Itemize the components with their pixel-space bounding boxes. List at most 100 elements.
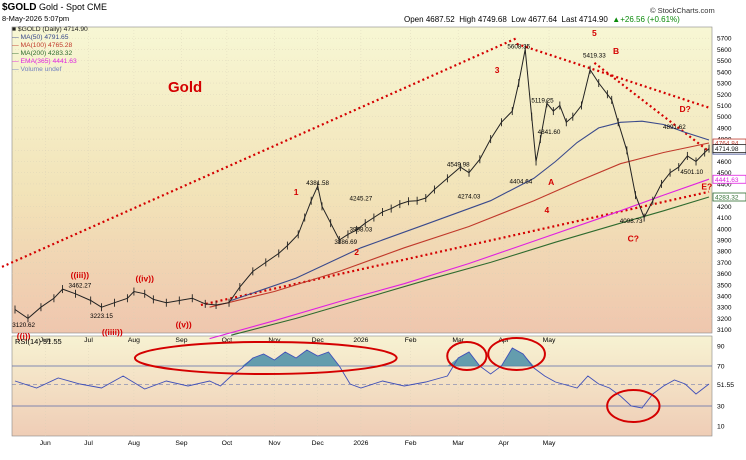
rsi-highlight-ellipse [446,341,488,371]
y-tick-label: 5000 [717,114,732,121]
series-ma100 [209,142,710,308]
x-tick-label: Dec [312,337,325,344]
rsi-x-tick-label: Jun [40,440,51,447]
ohlc-readout: Open 4687.52 High 4749.68 Low 4677.64 La… [404,15,680,24]
y-tick-label: 5700 [717,36,732,43]
price-annotation: 4404.64 [510,178,533,185]
legend-price: ■ $GOLD (Daily) 4714.90 [12,26,88,33]
price-annotation: 4274.03 [458,193,481,200]
series-ma200 [231,196,710,336]
y-tick-label: 5300 [717,81,732,88]
y-tick-label: 3100 [717,327,732,334]
rsi-title: RSI(14) 51.55 [15,337,62,346]
y-tick-label: 4100 [717,215,732,222]
value-box [712,174,746,184]
rsi-y-tick-label: 10 [717,424,725,431]
rsi-y-tick-label: 51.55 [717,382,734,389]
y-tick-label: 3500 [717,282,732,289]
value-box-label: 4283.32 [715,195,739,202]
last-value: 4714.90 [578,15,608,24]
x-tick-label: Jul [84,337,93,344]
rsi-highlight-ellipse [487,337,546,371]
price-annotation: 4891.62 [663,124,686,131]
y-tick-label: 3300 [717,305,732,312]
y-tick-label: 3400 [717,294,732,301]
legend: ■ $GOLD (Daily) 4714.90 — MA(50) 4791.65… [12,26,88,74]
price-annotation: 4381.58 [306,180,329,187]
y-tick-label: 4900 [717,125,732,132]
legend-ma50: — MA(50) 4791.65 [12,34,69,41]
wave-label: D? [680,104,691,114]
rsi-x-tick-label: Mar [452,440,464,447]
y-tick-label: 5500 [717,58,732,65]
x-tick-label: May [543,337,556,344]
legend-ma100: — MA(100) 4765.28 [12,42,73,49]
rsi-panel-background [11,335,713,437]
price-annotation: 5608.35 [507,44,530,51]
y-tick-label: 3900 [717,237,732,244]
wave-label: A [548,177,554,187]
instrument-name: Gold - Spot CME [38,2,107,12]
copyright: © StockCharts.com [650,6,715,15]
legend-ema365: — EMA(365) 4441.63 [12,58,77,65]
low-value: 4677.64 [528,15,558,24]
y-tick-label: 4000 [717,226,732,233]
gold-title: Gold [168,79,202,96]
rsi-x-tick-label: 2026 [353,440,368,447]
descending-trend-line [593,61,710,153]
symbol: $GOLD [2,2,37,13]
y-tick-label: 3600 [717,271,732,278]
y-tick-label: 5400 [717,69,732,76]
rsi-x-tick-label: Nov [268,440,281,447]
x-tick-label: Oct [222,337,233,344]
rsi-highlight-ellipse [133,341,398,375]
value-box-label: 4441.63 [715,177,739,184]
series-ema365 [209,178,710,340]
y-tick-label: 5100 [717,103,732,110]
price-annotation: 4549.98 [447,162,470,169]
y-tick-label: 3800 [717,249,732,256]
y-tick-label: 4200 [717,204,732,211]
y-tick-label: 4500 [717,170,732,177]
price-annotation: 5419.33 [583,52,606,59]
rsi-x-tick-label: May [543,440,556,447]
y-tick-label: 5600 [717,47,732,54]
series-ma50 [231,120,710,302]
wave-label: ((v)) [176,319,192,329]
rsi-x-tick-label: Feb [405,440,417,447]
rsi-x-tick-label: Oct [222,440,233,447]
rsi-x-tick-label: Jul [84,440,93,447]
x-tick-label: Jun [40,337,51,344]
price-annotation: 4245.27 [350,196,373,203]
rsi-y-tick-label: 30 [717,404,725,411]
price-annotation: 3462.27 [68,283,91,290]
wave-label: C? [628,234,639,244]
high-value: 4749.68 [477,15,507,24]
rsi-highlight-ellipse [606,389,661,423]
wave-label: 2 [354,247,359,257]
value-box [712,144,746,154]
value-box-label: 4764.84 [715,141,739,148]
price-annotation: 3886.69 [334,239,357,246]
legend-ma200: — MA(200) 4283.32 [12,50,73,57]
upper-wedge-line [516,42,710,109]
y-tick-label: 4600 [717,159,732,166]
x-tick-label: Aug [128,337,140,344]
chart-date: 8-May-2026 5:07pm [2,14,70,23]
x-tick-label: Mar [452,337,464,344]
value-box [712,192,746,202]
change-value: +26.56 (+0.61%) [620,15,680,24]
price-annotation: 3998.03 [350,227,373,234]
rsi-y-tick-label: 90 [717,344,725,351]
price-annotation: 3120.62 [12,322,35,329]
price-line [14,49,710,320]
rsi-x-tick-label: Aug [128,440,140,447]
price-annotation: 4841.60 [538,129,561,136]
upper-channel-line [1,37,518,268]
rsi-x-tick-label: Apr [498,440,509,447]
rsi-x-tick-label: Dec [312,440,325,447]
x-tick-label: Nov [268,337,281,344]
wave-label: 5 [592,28,597,38]
